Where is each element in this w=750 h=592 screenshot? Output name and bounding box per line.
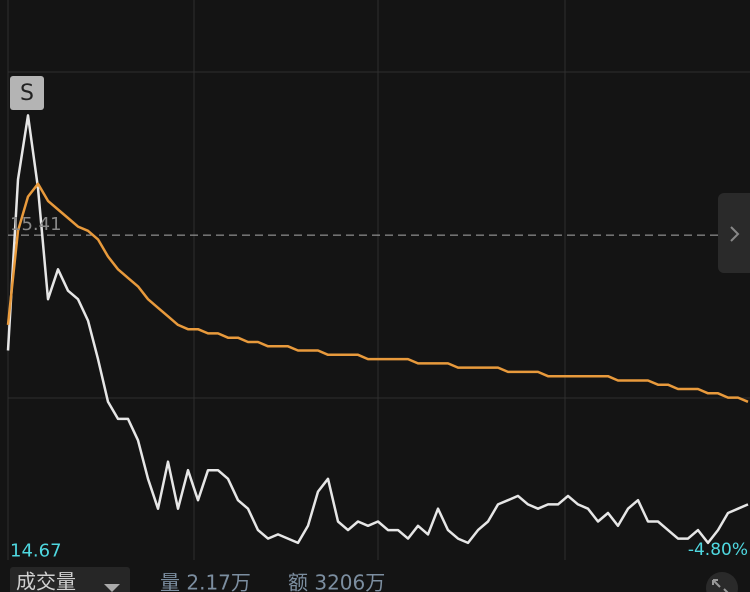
volume-text: 量 2.17万 bbox=[160, 571, 251, 592]
expand-icon bbox=[712, 579, 729, 592]
y-tick-label: 15.41 bbox=[10, 214, 62, 235]
series-line bbox=[6, 182, 749, 403]
marker-badge[interactable] bbox=[10, 76, 44, 110]
side-handle[interactable] bbox=[718, 193, 750, 273]
amount-text: 额 3206万 bbox=[288, 571, 385, 592]
volume-tab[interactable] bbox=[10, 567, 130, 592]
series-line bbox=[6, 114, 749, 545]
grid bbox=[7, 0, 750, 560]
expand-button[interactable] bbox=[706, 572, 738, 592]
dropdown-arrow bbox=[104, 584, 120, 592]
volume-tab-label: 成交量 bbox=[16, 570, 76, 592]
y-tick-label: 14.67 bbox=[10, 540, 62, 561]
marker-label: S bbox=[20, 81, 34, 106]
plot: 14.67 15.41 bbox=[6, 114, 750, 561]
handle-arrow bbox=[730, 226, 740, 242]
change-label: -4.80% bbox=[688, 540, 748, 560]
